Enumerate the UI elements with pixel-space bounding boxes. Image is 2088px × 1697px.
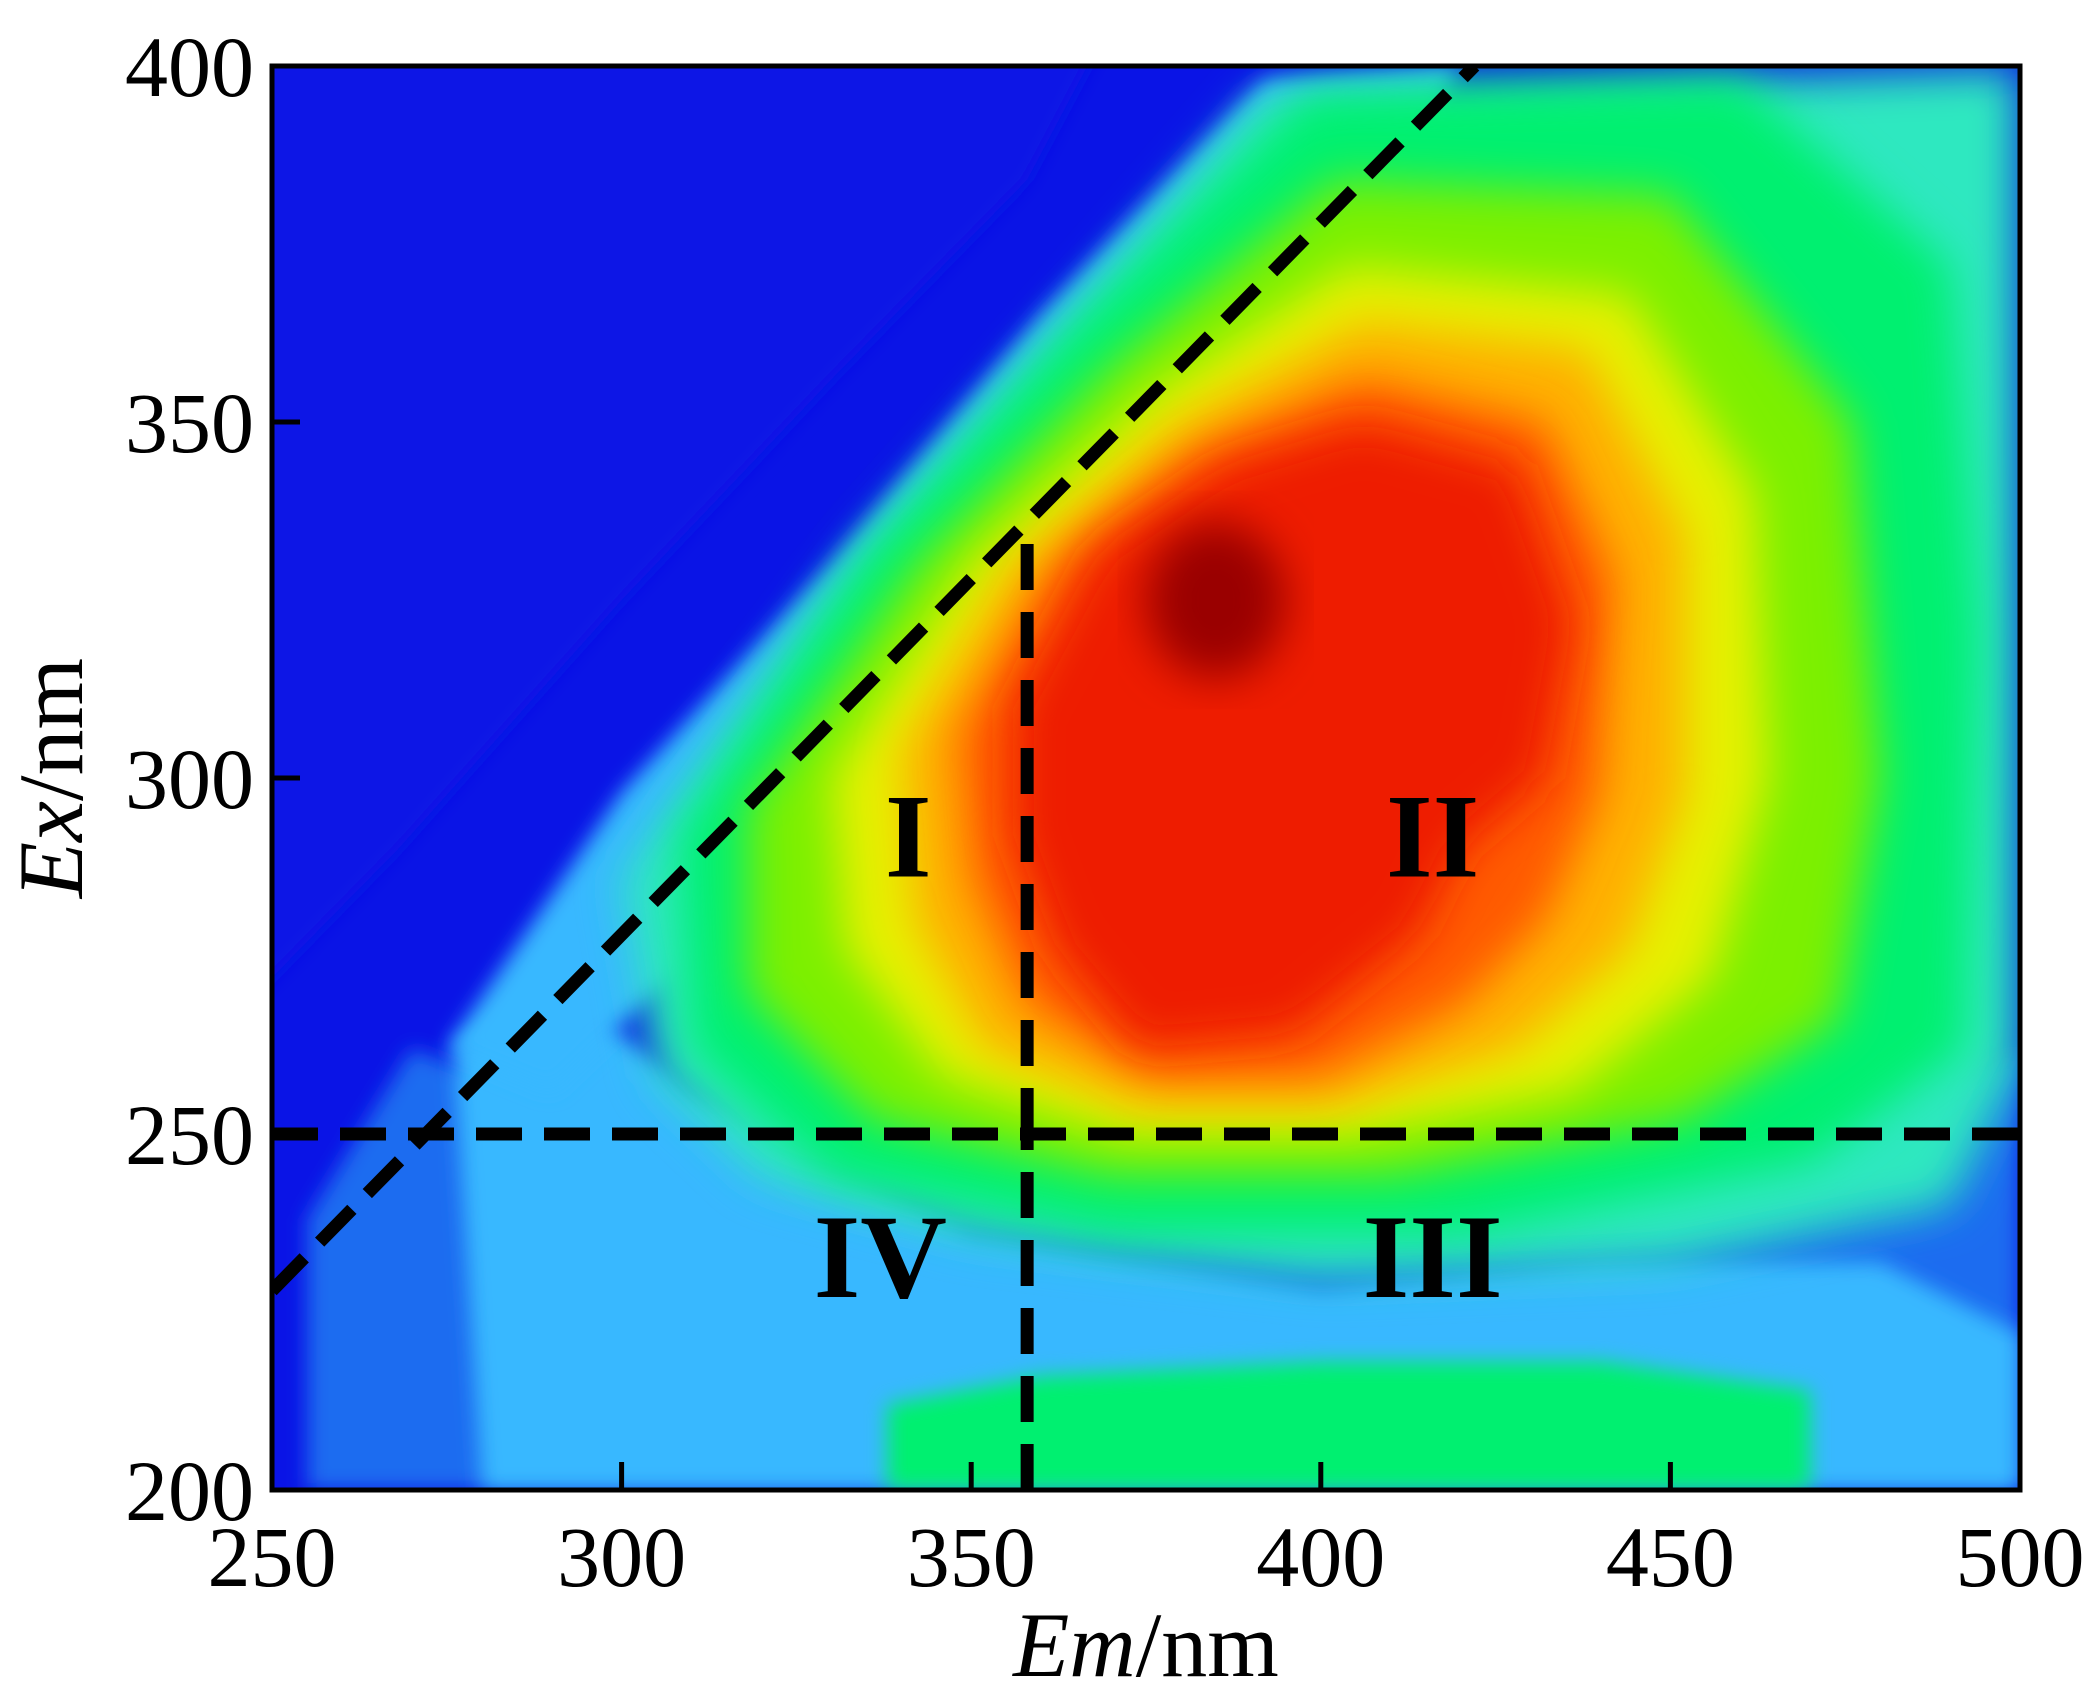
x-tick-label: 350 <box>907 1509 1036 1605</box>
x-axis-ticks: 250 300 350 400 450 500 <box>208 1462 2085 1605</box>
region-label-3: III <box>1363 1190 1503 1323</box>
region-label-4: IV <box>814 1190 947 1323</box>
x-axis-title-unit: /nm <box>1136 1594 1279 1696</box>
y-axis-title-unit: /nm <box>0 658 102 801</box>
y-axis-title-symbol: Ex <box>0 801 102 900</box>
x-tick-label: 500 <box>1956 1509 2085 1605</box>
x-tick-label: 400 <box>1256 1509 1385 1605</box>
plot-area <box>272 66 2020 1490</box>
scatter-masked-region <box>272 66 1088 978</box>
divider-line-diagonal <box>272 66 1480 1296</box>
y-tick-label: 200 <box>125 1443 254 1539</box>
fluorescence-intensity-contours <box>272 66 2020 1490</box>
y-tick-label: 250 <box>125 1087 254 1183</box>
region-label-1: I <box>885 770 932 903</box>
contour-peak <box>1145 522 1286 678</box>
y-axis-title: Ex/nm <box>0 658 102 900</box>
region-label-2: II <box>1386 770 1479 903</box>
y-tick-label: 300 <box>125 731 254 827</box>
x-tick-label: 250 <box>208 1509 337 1605</box>
contour-level-bottom <box>887 1361 1811 1490</box>
y-tick-label: 350 <box>125 375 254 471</box>
x-tick-label: 450 <box>1606 1509 1735 1605</box>
x-axis-title: Em/nm <box>1011 1594 1279 1696</box>
y-axis-ticks: 200 250 300 350 400 <box>125 19 300 1539</box>
contour-level-2 <box>453 977 2020 1490</box>
x-tick-label: 300 <box>557 1509 686 1605</box>
y-tick-label: 400 <box>125 19 254 115</box>
x-axis-title-symbol: Em <box>1011 1594 1136 1696</box>
